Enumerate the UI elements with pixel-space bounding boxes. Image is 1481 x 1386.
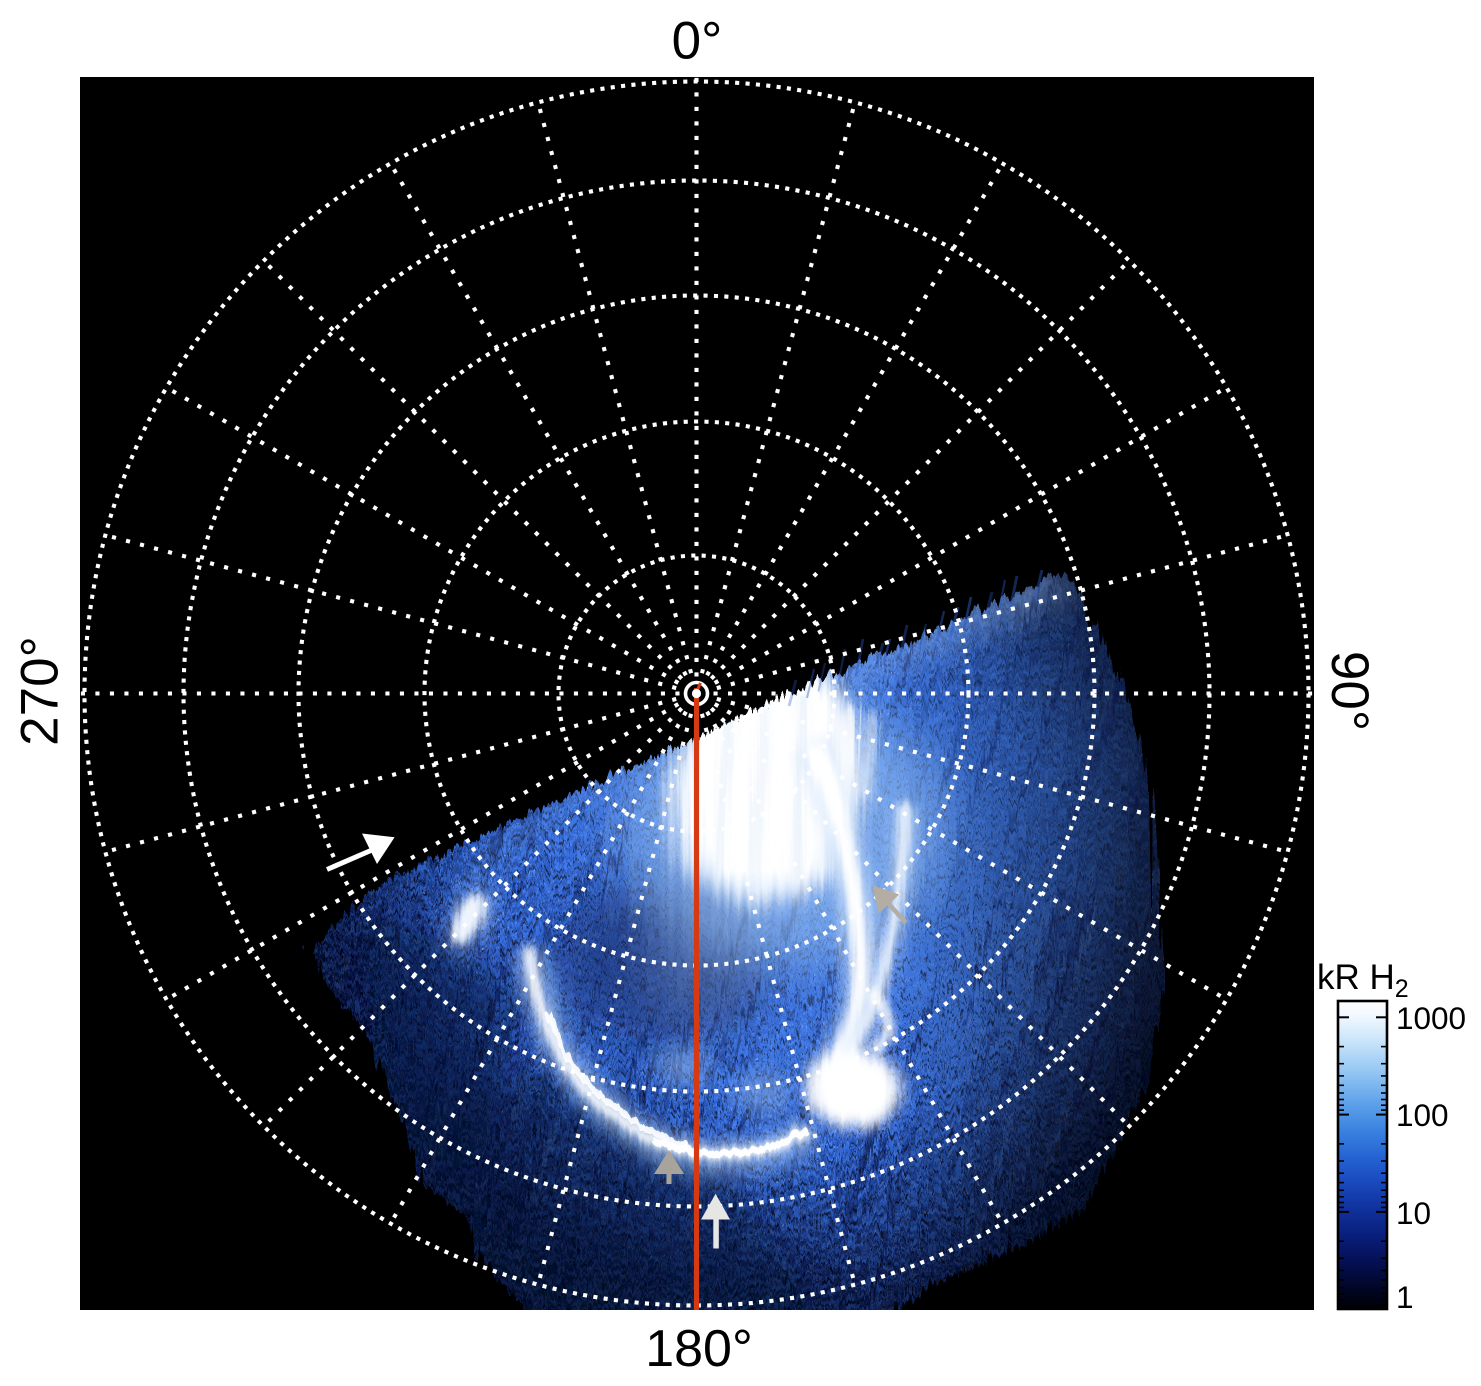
svg-text:1: 1 <box>1396 1279 1414 1315</box>
svg-text:270°: 270° <box>11 636 70 746</box>
svg-text:100: 100 <box>1396 1097 1449 1133</box>
svg-text:10: 10 <box>1396 1195 1431 1231</box>
svg-text:1000: 1000 <box>1396 1000 1466 1036</box>
svg-text:180°: 180° <box>645 1320 753 1378</box>
svg-text:90°: 90° <box>1320 651 1379 731</box>
svg-text:kR H2: kR H2 <box>1317 958 1409 1003</box>
svg-text:0°: 0° <box>672 12 723 71</box>
